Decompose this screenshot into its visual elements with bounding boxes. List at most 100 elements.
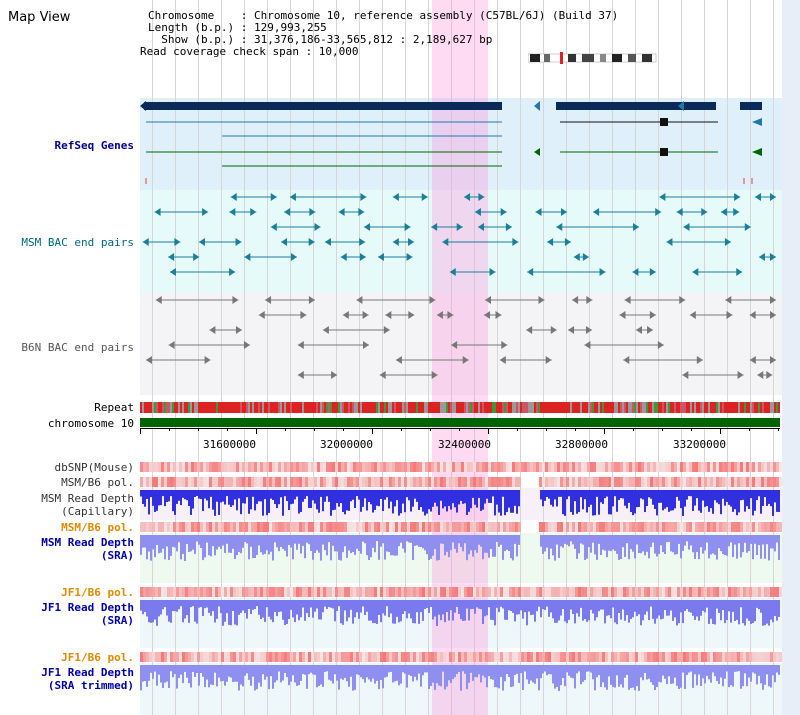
pol-cell	[191, 652, 194, 662]
chromosome-bar[interactable]	[140, 418, 780, 427]
depth-bar	[372, 665, 374, 679]
pol-cell	[674, 587, 677, 597]
depth-bar	[644, 665, 646, 673]
b6n-bac-end-pairs-track[interactable]	[140, 293, 782, 395]
depth-bar	[764, 490, 766, 498]
depth-bar	[254, 490, 256, 511]
pol-cell	[290, 477, 293, 487]
jf1-sra-depth-chart[interactable]	[140, 600, 782, 630]
pol-cell	[725, 462, 728, 472]
depth-bar	[404, 665, 406, 674]
repeat-segment	[512, 402, 514, 413]
pol-cell	[623, 587, 626, 597]
pol-cell	[491, 522, 494, 532]
pol-cell	[572, 587, 575, 597]
depth-bar	[640, 600, 642, 626]
repeat-segment	[280, 402, 282, 413]
pol-cell	[146, 587, 149, 597]
depth-bar	[734, 490, 736, 510]
axis-tick	[778, 428, 779, 431]
pol-cell	[203, 587, 206, 597]
depth-bar	[546, 535, 548, 548]
repeat-segment	[202, 402, 204, 413]
axis-tick-label: 32400000	[438, 438, 491, 451]
depth-bar	[582, 665, 584, 682]
pol-cell	[701, 652, 704, 662]
pol-cell	[443, 587, 446, 597]
repeat-segment	[664, 402, 666, 413]
depth-bar	[610, 490, 612, 515]
pol-cell	[341, 477, 344, 487]
repeat-segment	[456, 402, 458, 413]
bac-end-marker	[619, 311, 626, 319]
msm-b6-pol-strip-1[interactable]	[140, 477, 782, 489]
depth-bar	[620, 535, 622, 560]
depth-bar	[674, 600, 676, 618]
repeat-segment	[588, 402, 590, 413]
repeat-segment	[398, 402, 400, 413]
depth-bar	[602, 600, 604, 610]
pol-cell	[722, 652, 725, 662]
depth-bar	[752, 490, 754, 516]
pol-cell	[515, 477, 518, 487]
pol-cell	[380, 587, 383, 597]
depth-bar	[716, 490, 718, 503]
pol-cell	[527, 587, 530, 597]
pol-cell	[602, 522, 605, 532]
repeat-segment	[450, 402, 452, 413]
pol-cell	[491, 462, 494, 472]
dbsnp-strip[interactable]	[140, 462, 782, 474]
jf1-trim-depth-chart[interactable]	[140, 665, 782, 695]
pol-cell	[416, 652, 419, 662]
pol-cell	[707, 652, 710, 662]
repeat-track[interactable]	[140, 402, 782, 413]
depth-bar	[662, 535, 664, 552]
depth-bar	[176, 535, 178, 552]
repeat-segment	[688, 402, 690, 413]
depth-bar	[690, 600, 692, 613]
depth-bar	[298, 600, 300, 621]
right-scroll-strip[interactable]	[782, 0, 800, 715]
pol-cell	[656, 522, 659, 532]
depth-bar	[654, 490, 656, 509]
pol-cell	[737, 462, 740, 472]
label-msm-sra-1: MSM Read Depth	[41, 536, 134, 549]
pol-cell	[383, 477, 386, 487]
jf1-b6-pol-strip-1[interactable]	[140, 587, 782, 599]
pol-cell	[725, 522, 728, 532]
pol-cell	[164, 652, 167, 662]
map-plot-area[interactable]	[140, 0, 782, 715]
repeat-segment	[690, 402, 692, 413]
jf1-b6-pol-strip-2[interactable]	[140, 652, 782, 664]
msm-bac-end-pairs-track[interactable]	[140, 190, 782, 293]
depth-bar	[392, 600, 394, 624]
depth-bar	[564, 490, 566, 516]
refseq-genes-track[interactable]	[140, 98, 782, 190]
repeat-segment	[658, 402, 660, 413]
chromosome-ideogram[interactable]	[528, 52, 658, 64]
pol-cell	[578, 587, 581, 597]
pol-cell	[473, 587, 476, 597]
repeat-segment	[160, 402, 162, 413]
pol-cell	[311, 477, 314, 487]
pol-cell	[188, 477, 191, 487]
repeat-segment	[296, 402, 298, 413]
depth-bar	[208, 490, 210, 509]
pol-cell	[581, 522, 584, 532]
depth-bar	[374, 535, 376, 553]
pol-cell	[440, 462, 443, 472]
depth-bar	[706, 535, 708, 543]
bac-end-marker	[395, 356, 402, 364]
pol-cell	[491, 477, 494, 487]
pol-cell	[185, 587, 188, 597]
msm-sra-depth-chart[interactable]	[140, 535, 782, 565]
pol-cell	[560, 652, 563, 662]
depth-bar	[350, 600, 352, 610]
msm-capillary-depth-chart[interactable]	[140, 490, 782, 520]
msm-b6-pol-strip-2[interactable]	[140, 522, 782, 534]
pol-cell	[743, 477, 746, 487]
pol-cell	[569, 522, 572, 532]
bac-end-marker	[485, 296, 492, 304]
depth-bar	[434, 490, 436, 503]
pol-cell	[287, 522, 290, 532]
